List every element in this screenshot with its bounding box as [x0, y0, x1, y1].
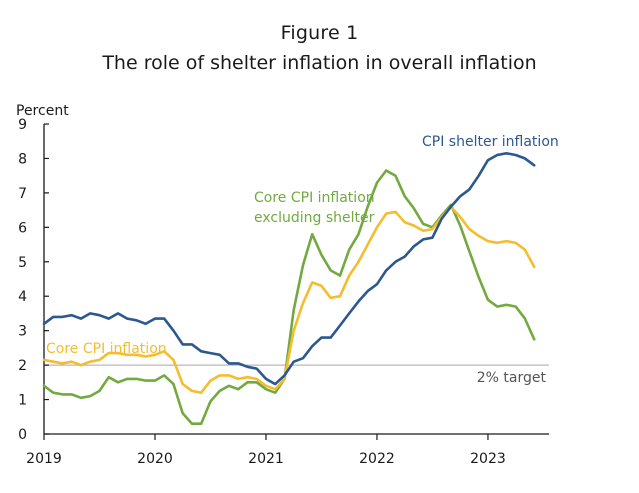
- series-annotation-label: CPI shelter inflation: [422, 134, 559, 150]
- series-line-core-cpi-inflation-excluding-shelter: [42, 169, 536, 426]
- series-annotation-label: excluding shelter: [254, 210, 375, 226]
- y-tick-label: 6: [18, 220, 27, 236]
- y-tick-label: 5: [18, 255, 27, 271]
- reference-layer: 2% target: [44, 364, 549, 386]
- x-tick-label: 2021: [248, 451, 284, 467]
- series-layer: [42, 152, 536, 426]
- y-axis-label: Percent: [16, 103, 69, 119]
- y-tick-label: 7: [18, 186, 27, 202]
- series-line-cpi-shelter-inflation: [42, 152, 536, 386]
- y-tick-label: 1: [18, 393, 27, 409]
- y-tick-label: 9: [18, 117, 27, 133]
- annotation-layer: CPI shelter inflation Core CPI inflation e…: [46, 134, 559, 357]
- y-tick-label: 3: [18, 324, 27, 340]
- x-tick-label: 2020: [137, 451, 173, 467]
- figure-label: Figure 1: [280, 22, 359, 44]
- y-tick-label: 2: [18, 358, 27, 374]
- chart-title: The role of shelter inflation in overall…: [102, 52, 537, 74]
- x-tick-label: 2023: [470, 451, 506, 467]
- y-tick-label: 4: [18, 289, 27, 305]
- y-tick-label: 0: [18, 427, 27, 443]
- axes: 0 1 2 3 4 5 6 7 8 9 2019 2020 2021 2022 2023: [18, 117, 549, 467]
- series-line-core-cpi-inflation: [42, 205, 536, 395]
- series-annotation-label: Core CPI inflation: [254, 190, 375, 206]
- target-label: 2% target: [477, 370, 547, 386]
- y-tick-label: 8: [18, 151, 27, 167]
- series-annotation-label: Core CPI inflation: [46, 341, 167, 357]
- x-tick-label: 2022: [359, 451, 395, 467]
- x-tick-label: 2019: [26, 451, 62, 467]
